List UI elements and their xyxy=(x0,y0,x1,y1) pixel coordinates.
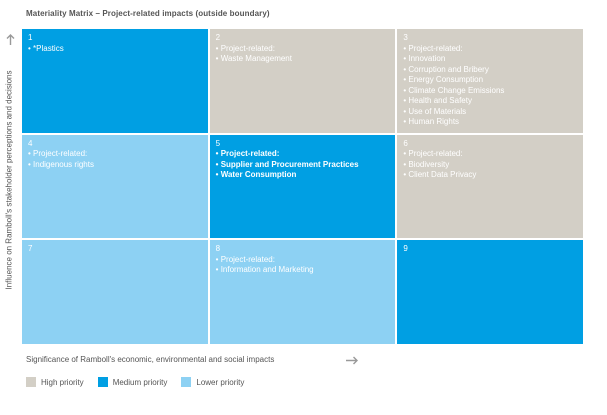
materiality-matrix: 1 *Plastics 2 Project-related: Waste Man… xyxy=(22,29,583,344)
y-axis-label: Influence on Ramboll's stakeholder perce… xyxy=(4,70,14,290)
matrix-cell-1: 1 *Plastics xyxy=(22,29,208,133)
cell-number: 7 xyxy=(28,244,33,254)
cell-item: Project-related: xyxy=(403,44,577,55)
cell-number: 1 xyxy=(28,33,33,42)
legend-swatch xyxy=(26,377,36,387)
cell-item: Water Consumption xyxy=(216,170,390,181)
cell-items: Project-related: Indigenous rights xyxy=(28,149,202,170)
legend: High priority Medium priority Lower prio… xyxy=(26,377,258,387)
matrix-cell-2: 2 Project-related: Waste Management xyxy=(209,29,396,133)
cell-item: Health and Safety xyxy=(403,96,577,107)
matrix-cell-8: 8 Project-related: Information and Marke… xyxy=(209,240,396,344)
cell-item: Project-related: xyxy=(28,149,202,160)
cell-item: Biodiversity xyxy=(403,160,577,171)
right-arrow-icon xyxy=(346,356,358,365)
matrix-cell-5: 5 Project-related: Supplier and Procurem… xyxy=(209,134,396,239)
up-arrow-icon xyxy=(6,34,15,45)
cell-items: Project-related: Supplier and Procuremen… xyxy=(216,149,390,181)
cell-number: 4 xyxy=(28,138,33,148)
cell-number: 6 xyxy=(403,138,408,148)
matrix-cell-4: 4 Project-related: Indigenous rights xyxy=(22,134,208,239)
legend-item-high: High priority xyxy=(26,377,84,387)
cell-number: 5 xyxy=(215,138,221,148)
cell-item: Use of Materials xyxy=(403,107,577,118)
cell-item: Waste Management xyxy=(216,54,390,65)
legend-label: Lower priority xyxy=(196,377,245,387)
cell-items: *Plastics xyxy=(28,44,202,55)
x-axis-label: Significance of Ramboll's economic, envi… xyxy=(26,355,275,364)
cell-item: Indigenous rights xyxy=(28,160,202,171)
matrix-cell-9: 9 xyxy=(397,240,583,344)
cell-item: Supplier and Procurement Practices xyxy=(216,160,390,171)
cell-item: Project-related: xyxy=(216,149,390,160)
cell-items: Project-related: Information and Marketi… xyxy=(216,255,390,276)
cell-number: 2 xyxy=(215,33,221,42)
cell-item: Project-related: xyxy=(403,149,577,160)
cell-items: Project-related: Waste Management xyxy=(216,44,390,65)
cell-item: Project-related: xyxy=(216,44,390,55)
legend-item-lower: Lower priority xyxy=(181,377,244,387)
matrix-title: Materiality Matrix – Project-related imp… xyxy=(26,9,270,18)
cell-item: Human Rights xyxy=(403,117,577,128)
cell-item: Client Data Privacy xyxy=(403,170,577,181)
cell-items: Project-related: Biodiversity Client Dat… xyxy=(403,149,577,181)
cell-item: Climate Change Emissions xyxy=(403,86,577,97)
matrix-cell-3: 3 Project-related: Innovation Corruption… xyxy=(397,29,583,133)
cell-item: Innovation xyxy=(403,54,577,65)
cell-item: Project-related: xyxy=(216,255,390,266)
legend-label: Medium priority xyxy=(112,377,168,387)
legend-item-medium: Medium priority xyxy=(97,377,168,387)
cell-item: Energy Consumption xyxy=(403,75,577,86)
cell-item: *Plastics xyxy=(28,44,202,55)
matrix-cell-6: 6 Project-related: Biodiversity Client D… xyxy=(397,134,583,239)
cell-number: 3 xyxy=(403,33,408,42)
cell-item: Corruption and Bribery xyxy=(403,65,577,76)
cell-items: Project-related: Innovation Corruption a… xyxy=(403,44,577,128)
legend-swatch xyxy=(181,377,192,387)
cell-item: Information and Marketing xyxy=(216,265,390,276)
cell-number: 9 xyxy=(403,244,408,254)
legend-label: High priority xyxy=(41,377,84,387)
legend-swatch xyxy=(97,377,108,387)
cell-number: 8 xyxy=(215,244,221,254)
matrix-cell-7: 7 xyxy=(22,240,208,344)
